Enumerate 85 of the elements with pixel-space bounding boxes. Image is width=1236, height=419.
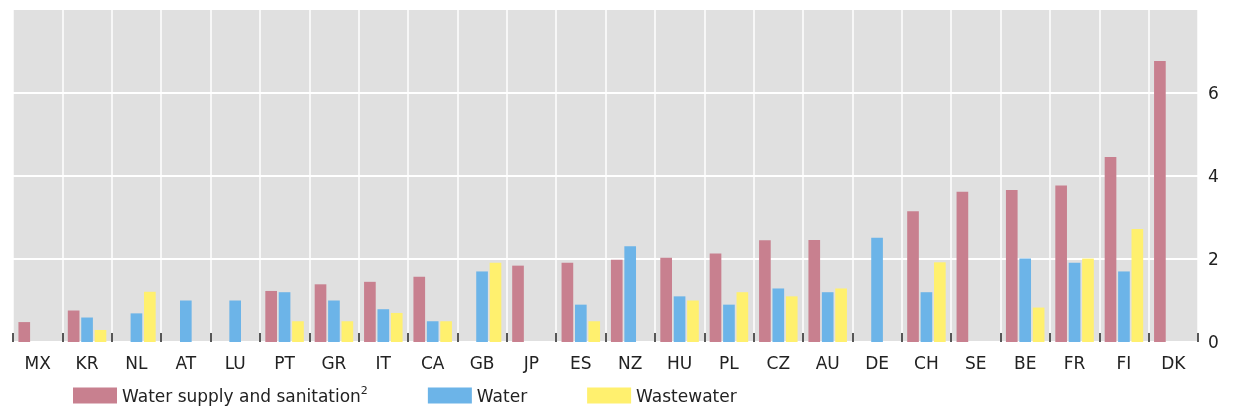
bar [278,292,291,342]
x-tick-label: GR [321,352,347,373]
x-tick-label: LU [224,352,246,373]
bar [426,321,439,342]
x-tick-label: NL [125,352,149,373]
x-tick-label: CZ [766,352,791,373]
bar [81,317,93,342]
bar [18,322,31,342]
x-tick-label: CA [420,352,445,373]
bar [821,292,834,342]
y-tick-label: 0 [1208,332,1219,352]
x-tick-label: AU [815,352,840,373]
bar [624,246,637,342]
bar [390,312,403,342]
bar [1032,307,1045,342]
x-tick-label: GB [469,352,495,373]
bar [785,296,798,342]
bar [265,290,277,342]
bar [292,321,304,342]
bar [314,284,327,342]
x-tick-label: HU [666,352,693,373]
bar [440,321,452,342]
bar [709,253,722,342]
x-tick-label: KR [75,352,99,373]
bar [1118,271,1130,342]
x-tick-label: DE [865,352,889,373]
y-tick-label: 2 [1208,249,1219,269]
x-tick-label: BE [1013,352,1037,373]
bar [561,262,574,342]
x-tick-label: PT [274,352,296,373]
x-tick-label: SE [965,352,987,373]
x-tick-label: CH [914,352,939,373]
x-tick-label: FR [1063,352,1086,373]
bar [934,262,946,342]
bar [413,276,426,342]
bar [574,304,587,342]
y-tick-label: 6 [1208,83,1219,103]
bar [871,237,883,342]
bar [328,300,340,342]
bar [808,239,821,342]
bar [835,288,847,342]
bar [229,300,242,342]
bar [687,300,699,342]
x-tick-label: IT [375,352,392,373]
bar [723,304,735,342]
bar [144,291,156,342]
bar [94,329,107,342]
bar [1082,258,1094,342]
bar [1019,258,1032,342]
bar [588,321,601,342]
bar [364,281,376,342]
bar [67,310,80,342]
bar [1068,262,1081,342]
bar [341,321,354,342]
x-tick-label: ES [570,352,592,373]
x-tick-label: DK [1161,352,1187,373]
legend-label: Water [476,385,528,406]
bar [920,292,933,342]
x-tick-label: MX [24,352,52,373]
y-tick-label: 4 [1208,166,1219,186]
bar [736,292,749,342]
bar [660,257,672,342]
bar [476,271,488,342]
bar [759,240,771,342]
legend-label: Wastewater [636,385,737,406]
x-tick-label: FI [1116,352,1132,373]
bar [1055,185,1067,342]
bar [1131,229,1144,342]
bar [772,288,785,342]
bar [489,262,502,342]
bar [1104,156,1117,342]
bar [130,313,143,342]
bar [377,309,390,342]
x-tick-label: JP [522,352,540,373]
bar [907,211,919,342]
bar [610,259,623,342]
bar [512,265,524,342]
bar [673,296,686,342]
bar [956,191,969,342]
x-tick-label: PL [719,352,740,373]
x-tick-label: AT [175,352,197,373]
bar [179,300,192,342]
bar [1154,61,1166,342]
x-tick-label: NZ [618,352,643,373]
bar [1005,190,1018,342]
